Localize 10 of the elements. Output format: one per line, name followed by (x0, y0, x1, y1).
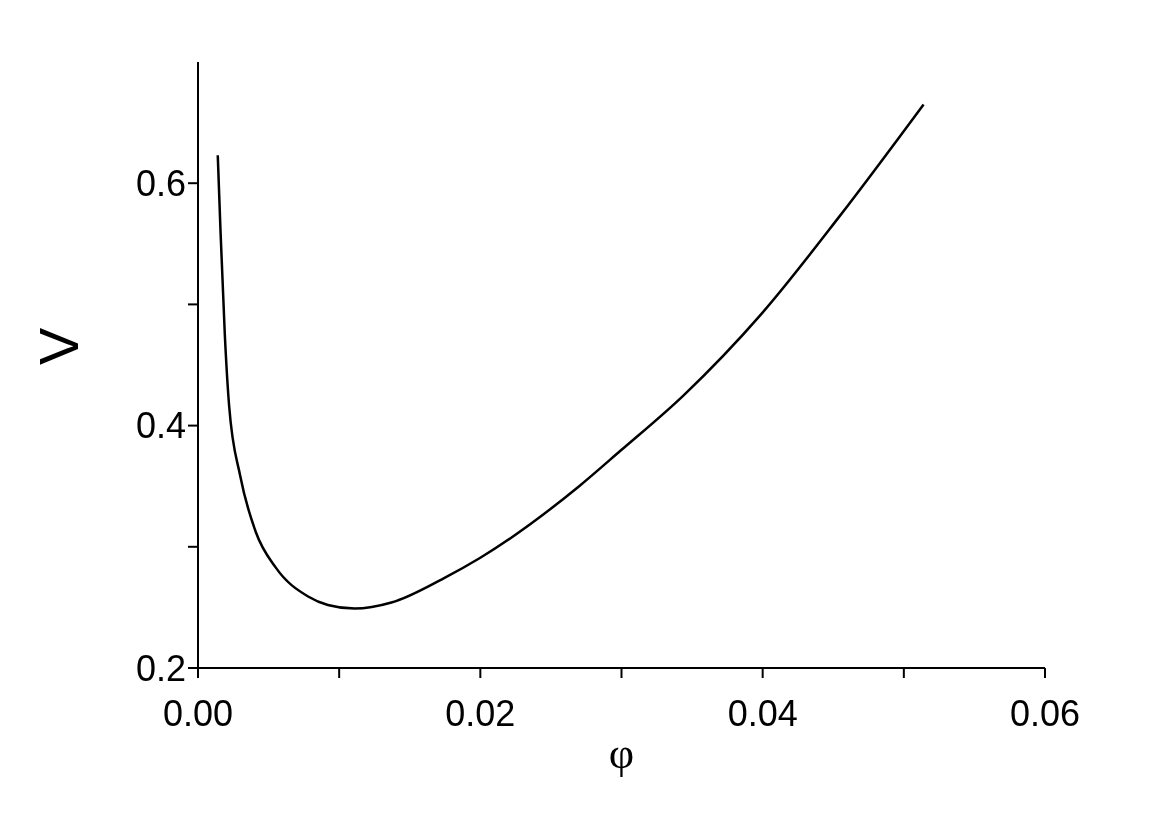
x-axis-title: φ (608, 729, 635, 778)
x-tick-label: 0.02 (445, 692, 516, 734)
x-tick-label: 0.06 (1009, 692, 1081, 734)
x-tick-label: 0.00 (162, 692, 234, 734)
x-tick-label: 0.04 (727, 692, 798, 734)
line-series (216, 103, 925, 610)
y-tick-label: 0.6 (135, 162, 186, 204)
y-tick-label: 0.2 (135, 647, 186, 689)
y-axis-title: V (26, 327, 90, 365)
y-tick-label: 0.4 (135, 405, 186, 447)
